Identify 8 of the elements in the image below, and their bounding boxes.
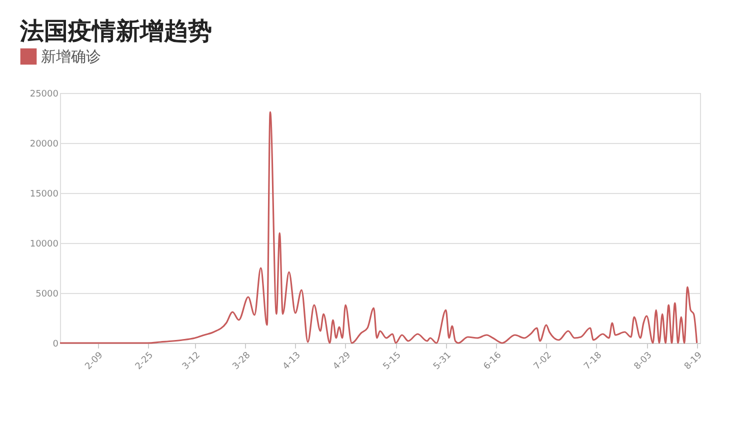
y-tick-label: 25000 [30,90,59,100]
y-tick-label: 20000 [30,140,59,150]
legend-label: 新增确诊 [41,48,101,66]
y-tick-label: 10000 [30,240,59,250]
chart-title: 法国疫情新增趋势 [19,17,212,45]
y-tick-label: 15000 [30,190,59,200]
y-tick-label: 5000 [36,290,59,300]
y-tick-label: 0 [52,340,59,350]
